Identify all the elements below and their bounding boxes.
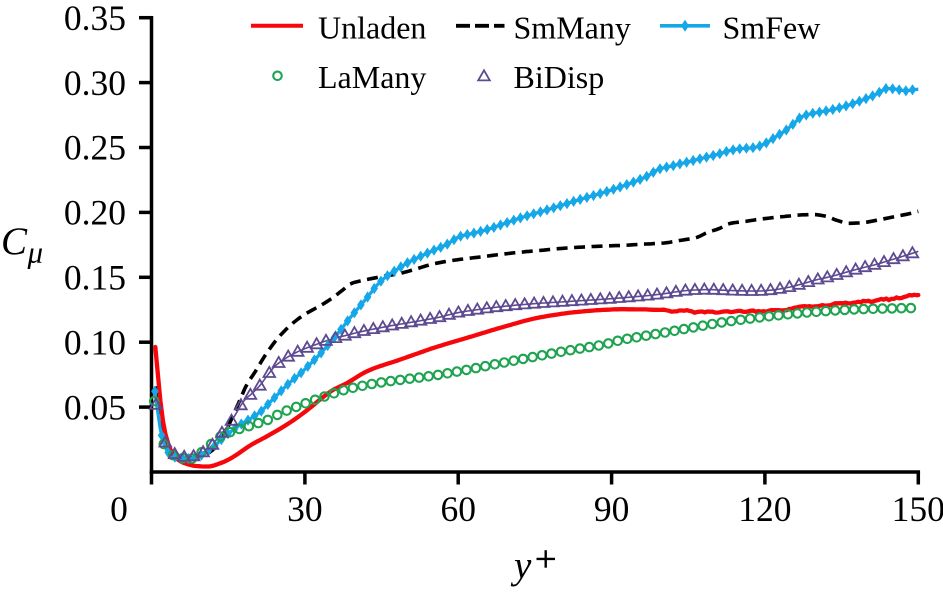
svg-text:150: 150 — [892, 489, 943, 529]
svg-text:30: 30 — [287, 489, 323, 529]
svg-text:C: C — [1, 220, 28, 263]
svg-text:120: 120 — [738, 489, 791, 529]
svg-text:0.10: 0.10 — [64, 322, 126, 362]
svg-text:y: y — [510, 544, 532, 587]
svg-text:SmFew: SmFew — [723, 9, 821, 45]
svg-text:SmMany: SmMany — [514, 9, 631, 45]
svg-text:60: 60 — [440, 489, 476, 529]
svg-text:90: 90 — [594, 489, 630, 529]
svg-text:Unladen: Unladen — [318, 9, 426, 45]
svg-text:0: 0 — [110, 489, 128, 529]
svg-text:0.20: 0.20 — [64, 193, 126, 233]
svg-text:0.15: 0.15 — [64, 258, 126, 298]
svg-text:BiDisp: BiDisp — [514, 59, 605, 95]
svg-text:0.35: 0.35 — [64, 0, 126, 38]
svg-text:LaMany: LaMany — [318, 59, 426, 95]
svg-text:μ: μ — [27, 235, 44, 270]
svg-text:0.30: 0.30 — [64, 63, 126, 103]
svg-text:0.25: 0.25 — [64, 128, 126, 168]
svg-text:0.05: 0.05 — [64, 387, 126, 427]
